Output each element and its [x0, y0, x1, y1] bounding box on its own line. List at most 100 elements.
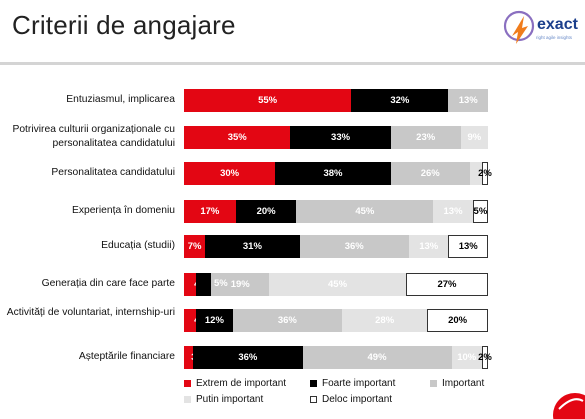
bar-row: 7% 31% 36% 13% 13% — [184, 235, 488, 258]
bar-row: 4%12% 36% 28% 20% — [184, 309, 488, 332]
data-label: 10% — [457, 352, 477, 363]
legend-label: Foarte important — [322, 378, 396, 389]
category-label: Generația din care face parte — [41, 278, 175, 289]
exact-logo-icon — [503, 10, 535, 44]
bar-segment-important: 19% — [211, 273, 270, 296]
legend-item-important: Important — [430, 378, 484, 389]
bar-segment-important: 36% — [299, 235, 409, 258]
data-label: 13% — [458, 95, 478, 106]
data-label: 49% — [367, 352, 387, 363]
bar-segment-important: 45% — [296, 200, 434, 223]
data-label: 27% — [437, 279, 457, 290]
bar-segment-foarte: 36% — [193, 346, 303, 369]
data-label: 35% — [227, 132, 247, 143]
bar-segment-important: 26% — [390, 162, 470, 185]
bar-segment-putin: 9% — [460, 126, 488, 149]
bar-segment-extrem: 4% — [184, 309, 208, 332]
data-label: 13% — [458, 241, 478, 252]
data-label: 30% — [220, 168, 240, 179]
bar-segment-foarte: 38% — [275, 162, 391, 185]
bar-segment-putin: 45% — [269, 273, 406, 296]
logo-tagline: right agile insights — [536, 35, 573, 40]
logo-wordmark: exact — [537, 16, 578, 33]
bar-segment-extrem: 3% — [184, 346, 205, 369]
category-label: Experiența în domeniu — [71, 205, 175, 216]
bar-segment-extrem: 17% — [184, 200, 236, 223]
bar-segment-important: 13% — [448, 89, 488, 112]
bar-segment-putin: 13% — [433, 200, 473, 223]
bar-segment-extrem: 7% — [184, 235, 206, 258]
legend-swatch — [184, 396, 191, 403]
data-label: 9% — [467, 132, 482, 143]
data-label: 5% — [473, 206, 488, 217]
data-label: 13% — [443, 206, 463, 217]
data-label: 45% — [355, 206, 375, 217]
data-label: 20% — [448, 315, 468, 326]
bar-segment-extrem: 55% — [184, 89, 352, 112]
data-label: 36% — [238, 352, 258, 363]
data-label: 2% — [478, 352, 492, 363]
data-label: 20% — [256, 206, 276, 217]
brand-corner-icon — [553, 393, 585, 419]
bar-segment-foarte: 12% — [196, 309, 233, 332]
category-label: Educația (studii) — [101, 240, 175, 251]
bar-segment-deloc: 13% — [448, 235, 488, 258]
legend-label: Important — [442, 378, 485, 389]
data-label: 13% — [419, 241, 439, 252]
bar-segment-extrem: 35% — [184, 126, 291, 149]
bar-segment-foarte: 31% — [205, 235, 300, 258]
category-label: Potrivirea culturii organizaționale cu p… — [12, 124, 175, 149]
data-label: 38% — [323, 168, 343, 179]
bar-row: 3% 36% 49% 10%2% — [184, 346, 492, 369]
chart-legend: Extrem de important Foarte important Impor… — [184, 378, 514, 412]
bar-segment-foarte: 33% — [290, 126, 391, 149]
category-label: Așteptările financiare — [78, 351, 175, 362]
bar-segment-foarte: 20% — [235, 200, 297, 223]
bar-row: 17% 20% 45% 13% 5% — [184, 200, 488, 223]
data-label: 19% — [230, 279, 250, 290]
legend-label: Deloc important — [322, 394, 393, 405]
category-label: Personalitatea candidatului — [51, 167, 175, 178]
data-label: 32% — [390, 95, 410, 106]
bar-segment-foarte — [196, 273, 212, 296]
bar-segment-putin: 13% — [408, 235, 449, 258]
data-label: 2% — [478, 168, 492, 179]
data-label: 17% — [200, 206, 220, 217]
legend-label: Putin important — [196, 394, 264, 405]
bar-segment-important: 49% — [302, 346, 452, 369]
bar-row: 35% 33% 23% 9% — [184, 126, 488, 149]
legend-label: Extrem de important — [196, 378, 287, 389]
data-label: 7% — [187, 241, 202, 252]
data-label: 36% — [344, 241, 364, 252]
data-label: 55% — [258, 95, 278, 106]
legend-swatch — [310, 380, 317, 387]
bar-segment-extrem: 4% — [184, 273, 208, 296]
bar-segment-deloc: 20% — [427, 309, 488, 332]
legend-item-putin: Putin important — [184, 394, 263, 405]
data-label: 31% — [242, 241, 262, 252]
legend-item-foarte: Foarte important — [310, 378, 395, 389]
bar-segment-deloc: 2% — [478, 162, 492, 185]
bar-segment-deloc: 27% — [405, 273, 488, 296]
bar-row: 4% 19% 45% 27% — [184, 273, 488, 296]
bar-segment-important: 23% — [390, 126, 461, 149]
legend-swatch — [430, 380, 437, 387]
bar-segment-deloc: 2% — [478, 346, 492, 369]
bar-segment-foarte: 32% — [351, 89, 449, 112]
data-label: 5% — [214, 278, 228, 289]
data-label: 45% — [328, 279, 348, 290]
bar-row: 55% 32% 13% — [184, 89, 488, 112]
legend-swatch — [184, 380, 191, 387]
category-label: Activități de voluntariat, internship-ur… — [6, 307, 175, 318]
data-label: 26% — [420, 168, 440, 179]
category-label: Entuziasmul, implicarea — [66, 94, 175, 105]
header-divider — [0, 62, 585, 65]
bar-segment-putin: 28% — [342, 309, 428, 332]
data-label: 23% — [416, 132, 436, 143]
bar-segment-putin: 10% — [451, 346, 482, 369]
data-label: 36% — [277, 315, 297, 326]
bar-row: 30%38%26%4%2% — [184, 162, 494, 185]
bar-segment-important: 36% — [232, 309, 343, 332]
bar-segment-extrem: 30% — [184, 162, 276, 185]
page-title: Criterii de angajare — [12, 10, 236, 40]
